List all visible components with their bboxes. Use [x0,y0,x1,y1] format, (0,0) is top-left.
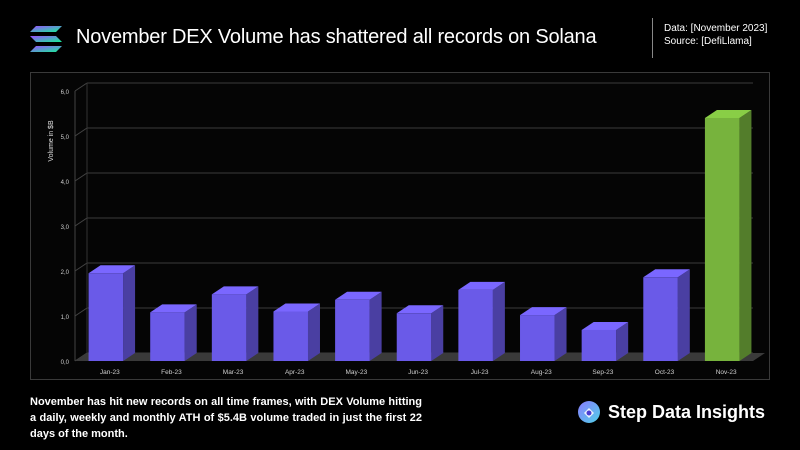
y-tick-label: 2,0 [61,270,70,276]
bar-top [520,307,567,316]
bar-side [554,307,567,361]
bar-side [369,291,382,361]
source-info: Data: [November 2023] Source: [DefiLlama… [664,22,767,48]
bar-top [88,265,136,274]
y-tick-label: 6,0 [61,90,70,96]
bar-side [677,269,690,361]
bar-top [396,305,444,314]
bar [581,329,617,361]
y-tick-label: 4,0 [61,180,70,186]
y-axis-label: Volume in $B [48,120,55,162]
source-label: Source: [DefiLlama] [664,36,752,47]
bar [88,273,124,361]
bar-side [739,110,752,361]
bar [273,311,308,361]
bar [211,294,247,361]
x-tick-label: Apr-23 [285,369,305,376]
gridline-depth [74,172,88,182]
bar-side [492,281,505,361]
bar-side [616,321,629,361]
bar-top [643,269,690,278]
bar [704,118,740,361]
x-tick-label: Oct-23 [655,369,675,376]
gridline-depth [74,82,88,92]
x-tick-label: Aug-23 [531,369,552,376]
gridline-depth [74,127,88,137]
x-tick-label: Sep-23 [592,369,613,376]
solana-logo-icon [30,26,62,52]
bar-top [458,281,505,290]
y-tick-label: 1,0 [61,315,70,321]
gridline-depth [74,262,88,272]
chart-container: 0,0 1,0 2,0 3,0 4,0 5,0 6,0 Volume in $B Jan-23 F… [30,72,770,380]
step-logo-icon [578,401,600,423]
x-tick-label: Jul-23 [471,369,489,376]
data-label: Data: [November 2023] [664,23,768,34]
bar-top [211,286,259,295]
page-title: November DEX Volume has shattered all re… [76,26,597,48]
bar-top [150,304,197,313]
bar [458,289,493,361]
x-tick-label: Jun-23 [408,369,428,376]
bar [520,315,555,361]
x-tick-label: Jan-23 [100,369,120,376]
x-tick-label: Nov-23 [716,369,737,376]
x-tick-label: Feb-23 [161,369,182,376]
y-tick-label: 5,0 [61,135,70,141]
bar-side [307,303,320,361]
header: November DEX Volume has shattered all re… [0,0,800,72]
bar [643,277,678,361]
y-tick-label: 0,0 [61,360,70,366]
chart-description: November has hit new records on all time… [30,396,422,440]
bar-side [246,286,259,361]
bar-chart: 0,0 1,0 2,0 3,0 4,0 5,0 6,0 Volume in $B Jan-23 F… [48,82,765,376]
x-tick-label: Mar-23 [223,369,244,376]
y-tick-label: 3,0 [61,225,70,231]
bar [335,299,370,361]
brand: Step Data Insights [578,400,765,424]
bar-top [335,291,382,300]
gridline-depth [74,307,88,317]
brand-name: Step Data Insights [608,401,766,422]
bar-top [273,303,320,312]
bar [150,312,185,361]
bar [396,313,432,361]
bar-side [123,265,136,361]
bar-side [431,305,444,361]
bar-side [184,304,197,361]
header-divider [652,18,653,58]
bar-top [581,321,629,330]
gridline-depth [74,217,88,227]
x-tick-label: May-23 [346,369,368,376]
bar-top [704,110,752,118]
